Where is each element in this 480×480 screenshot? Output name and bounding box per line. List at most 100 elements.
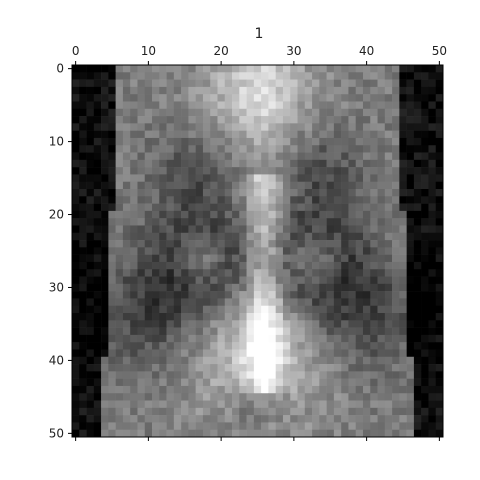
- heatmap-cell: [195, 196, 204, 204]
- heatmap-cell: [268, 108, 276, 117]
- heatmap-cell: [202, 364, 211, 372]
- heatmap-cell: [275, 254, 284, 263]
- heatmap-cell: [246, 407, 255, 416]
- heatmap-cell: [341, 196, 349, 204]
- heatmap-cell: [370, 130, 378, 139]
- heatmap-cell: [399, 400, 407, 409]
- heatmap-cell: [348, 167, 356, 175]
- heatmap-cell: [202, 291, 211, 299]
- heatmap-cell: [392, 196, 400, 204]
- heatmap-cell: [435, 320, 444, 328]
- heatmap-cell: [268, 196, 276, 204]
- heatmap-cell: [144, 167, 153, 175]
- heatmap-cell: [268, 72, 276, 80]
- heatmap-cell: [253, 196, 262, 204]
- heatmap-cell: [312, 159, 320, 168]
- heatmap-cell: [348, 203, 356, 212]
- heatmap-cell: [246, 400, 255, 409]
- heatmap-cell: [188, 203, 196, 212]
- heatmap-cell: [159, 261, 167, 270]
- heatmap-cell: [428, 334, 437, 343]
- heatmap-cell: [253, 364, 262, 372]
- heatmap-cell: [137, 167, 146, 175]
- heatmap-cell: [312, 298, 320, 306]
- heatmap-cell: [297, 181, 306, 190]
- heatmap-cell: [341, 152, 349, 161]
- heatmap-cell: [144, 79, 153, 88]
- heatmap-cell: [166, 196, 175, 204]
- heatmap-cell: [377, 94, 386, 102]
- heatmap-cell: [115, 254, 124, 263]
- heatmap-cell: [202, 116, 211, 124]
- heatmap-cell: [261, 291, 269, 299]
- heatmap-cell: [413, 334, 422, 343]
- heatmap-cell: [413, 407, 422, 416]
- heatmap-cell: [72, 116, 80, 124]
- heatmap-cell: [108, 320, 116, 328]
- heatmap-cell: [210, 145, 218, 153]
- heatmap-cell: [304, 225, 313, 234]
- heatmap-cell: [159, 291, 167, 299]
- heatmap-cell: [101, 137, 109, 146]
- heatmap-cell: [86, 385, 95, 394]
- heatmap-cell: [370, 174, 378, 182]
- heatmap-cell: [304, 254, 313, 263]
- heatmap-cell: [268, 261, 276, 270]
- heatmap-cell: [348, 123, 356, 131]
- heatmap-cell: [166, 291, 175, 299]
- heatmap-cell: [152, 407, 160, 416]
- heatmap-cell: [392, 342, 400, 350]
- heatmap-cell: [93, 371, 102, 379]
- heatmap-cell: [79, 232, 87, 241]
- heatmap-cell: [101, 240, 109, 248]
- heatmap-cell: [304, 320, 313, 328]
- heatmap-cell: [79, 159, 87, 168]
- heatmap-cell: [406, 261, 415, 270]
- heatmap-cell: [181, 261, 189, 270]
- heatmap-cell: [268, 305, 276, 314]
- heatmap-cell: [392, 72, 400, 80]
- heatmap-cell: [384, 378, 393, 387]
- heatmap-cell: [413, 232, 422, 241]
- heatmap-cell: [268, 276, 276, 285]
- heatmap-cell: [122, 364, 131, 372]
- heatmap-cell: [202, 240, 211, 248]
- heatmap-cell: [319, 276, 327, 285]
- heatmap-cell: [312, 291, 320, 299]
- heatmap-cell: [312, 174, 320, 182]
- heatmap-cell: [362, 393, 371, 401]
- heatmap-cell: [282, 400, 291, 409]
- heatmap-cell: [188, 364, 196, 372]
- heatmap-cell: [392, 247, 400, 255]
- heatmap-cell: [108, 218, 116, 226]
- heatmap-cell: [108, 261, 116, 270]
- heatmap-cell: [173, 349, 182, 358]
- heatmap-cell: [181, 116, 189, 124]
- heatmap-cell: [79, 189, 87, 197]
- heatmap-cell: [72, 313, 80, 321]
- heatmap-cell: [144, 422, 153, 430]
- heatmap-cell: [195, 422, 204, 430]
- heatmap-cell: [282, 152, 291, 161]
- heatmap-cell: [304, 94, 313, 102]
- heatmap-cell: [72, 203, 80, 212]
- heatmap-cell: [413, 210, 422, 219]
- heatmap-cell: [384, 189, 393, 197]
- heatmap-cell: [195, 167, 204, 175]
- heatmap-cell: [297, 137, 306, 146]
- heatmap-cell: [159, 79, 167, 88]
- heatmap-cell: [421, 276, 429, 285]
- heatmap-cell: [355, 152, 364, 161]
- heatmap-cell: [246, 305, 255, 314]
- heatmap-cell: [173, 174, 182, 182]
- heatmap-cell: [362, 101, 371, 110]
- heatmap-cell: [181, 356, 189, 365]
- heatmap-cell: [304, 86, 313, 95]
- heatmap-cell: [195, 298, 204, 306]
- heatmap-cell: [377, 240, 386, 248]
- heatmap-cell: [195, 94, 204, 102]
- heatmap-cell: [399, 72, 407, 80]
- heatmap-cell: [341, 240, 349, 248]
- heatmap-cell: [130, 320, 138, 328]
- heatmap-cell: [290, 189, 298, 197]
